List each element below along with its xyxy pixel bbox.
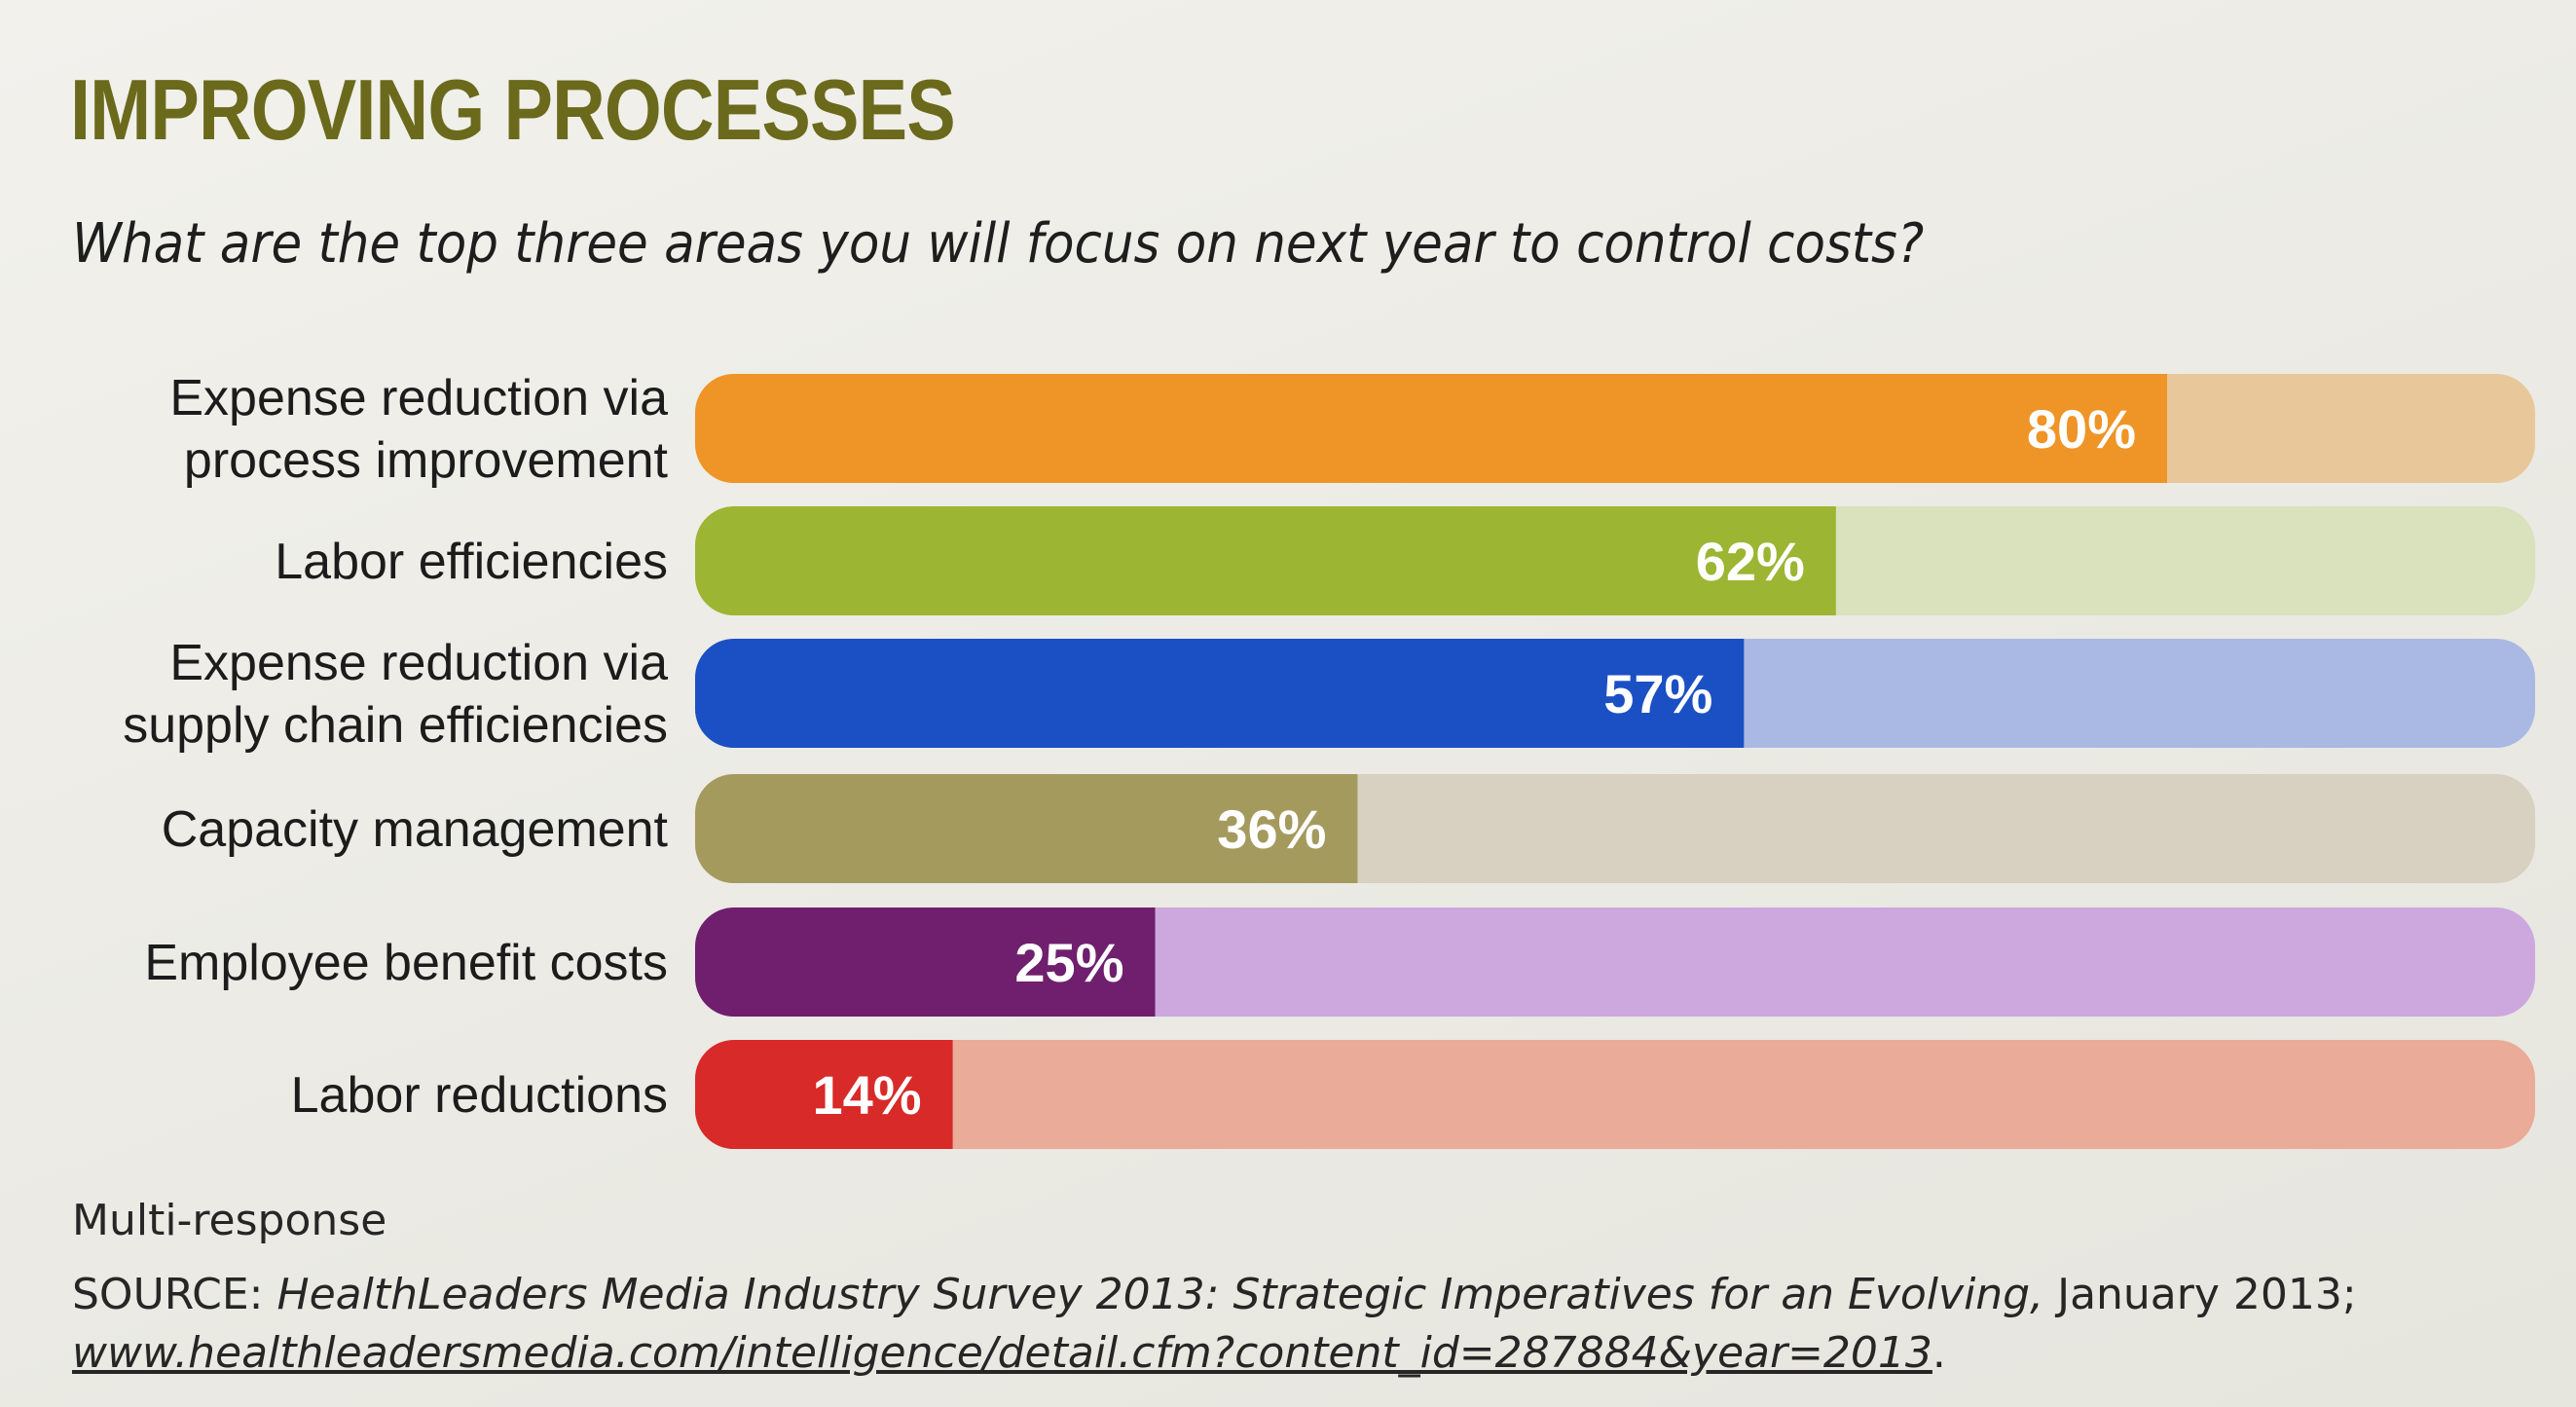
category-label: Expense reduction via (169, 370, 668, 426)
value-label: 14% (813, 1064, 922, 1126)
bar-rows: 80% Expense reduction via process improvem… (123, 370, 2535, 1149)
bar-row: 62% Labor efficiencies (275, 506, 2535, 615)
bar (695, 774, 1358, 883)
bar (695, 374, 2167, 483)
bar-row: 14% Labor reductions (291, 1040, 2535, 1149)
bar-row: 36% Capacity management (162, 774, 2535, 883)
bar-row: 80% Expense reduction via process improvem… (169, 370, 2535, 489)
bar-row: 25% Employee benefit costs (144, 907, 2535, 1017)
bar (695, 506, 1836, 615)
category-label: Employee benefit costs (144, 935, 668, 991)
value-label: 25% (1014, 932, 1123, 993)
source-date: January 2013; (2043, 1270, 2357, 1319)
source-end: . (1932, 1328, 1946, 1378)
value-label: 57% (1603, 663, 1712, 724)
category-label: supply chain efficiencies (123, 697, 668, 754)
category-label: Expense reduction via (169, 635, 668, 691)
category-label: Capacity management (162, 801, 669, 858)
chart-question: What are the top three areas you will fo… (72, 212, 1925, 276)
category-label: Labor efficiencies (275, 534, 668, 590)
category-label: process improvement (184, 432, 669, 489)
value-label: 80% (2027, 398, 2136, 460)
bar-row: 57% Expense reduction via supply chain eff… (123, 635, 2535, 754)
category-label: Labor reductions (291, 1067, 668, 1124)
value-label: 62% (1696, 531, 1805, 592)
source-link[interactable]: www.healthleadersmedia.com/intelligence/… (72, 1328, 1932, 1378)
bar (695, 639, 1745, 748)
bar (695, 1040, 953, 1149)
source-title: HealthLeaders Media Industry Survey 2013… (276, 1270, 2044, 1319)
source-citation: SOURCE: HealthLeaders Media Industry Sur… (72, 1266, 2506, 1383)
source-prefix: SOURCE: (72, 1270, 277, 1319)
bar-track (695, 1040, 2535, 1149)
value-label: 36% (1217, 798, 1326, 860)
bar (695, 907, 1156, 1017)
chart-title: IMPROVING PROCESSES (70, 61, 956, 158)
multi-response-note: Multi-response (72, 1196, 387, 1245)
